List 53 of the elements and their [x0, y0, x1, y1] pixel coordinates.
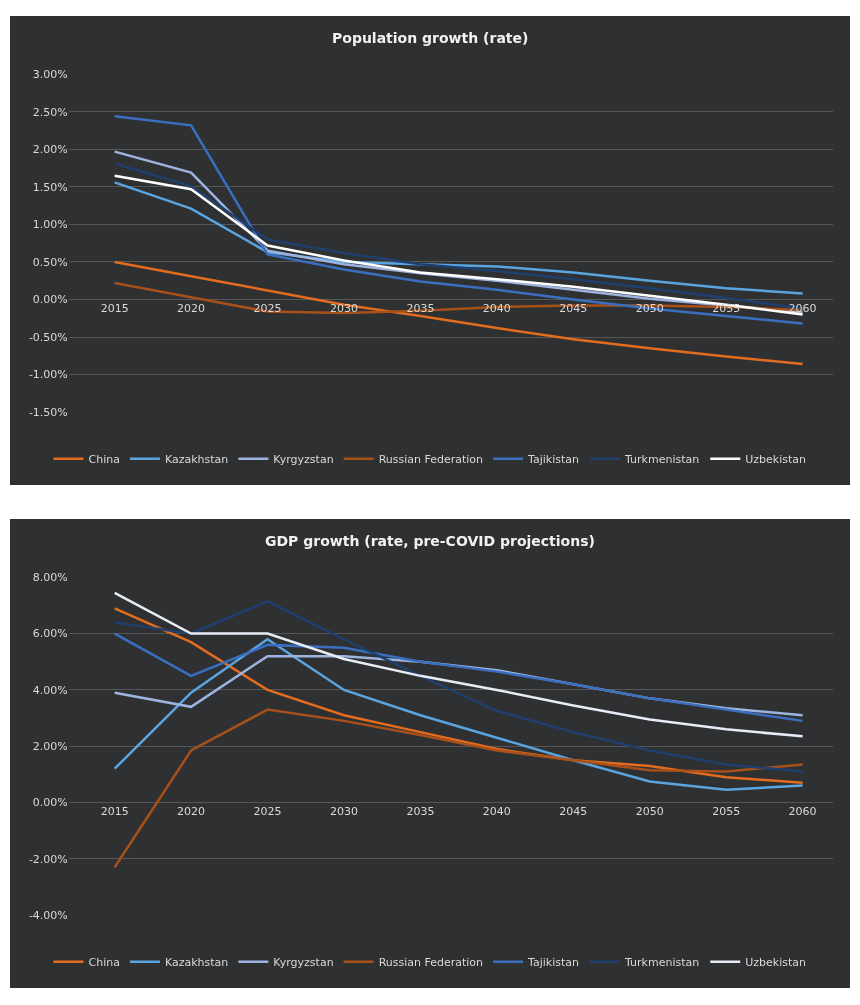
chart-title: Population growth (rate) [332, 30, 529, 46]
x-tick-label: 2020 [177, 804, 206, 818]
x-tick-label: 2060 [788, 804, 817, 818]
legend-label: Kyrgyzstan [273, 453, 334, 467]
legend-label: Kyrgyzstan [273, 956, 334, 970]
x-tick-label: 2015 [100, 301, 129, 315]
x-tick-label: 2030 [329, 804, 358, 818]
legend-label: China [88, 956, 120, 970]
y-tick-label: 4.00% [32, 683, 68, 697]
line-series [113, 591, 804, 738]
y-tick-label: 1.50% [32, 180, 68, 194]
legend-label: Turkmenistan [624, 956, 700, 970]
legend-label: Russian Federation [378, 956, 484, 970]
legend-label: Uzbekistan [745, 453, 807, 467]
y-tick-label: -4.00% [28, 908, 68, 922]
y-tick-label: 0.50% [32, 255, 68, 269]
legend-label: Turkmenistan [624, 453, 700, 467]
chart-title: GDP growth (rate, pre-COVID projections) [265, 533, 595, 549]
x-tick-label: 2055 [712, 301, 741, 315]
x-tick-label: 2015 [100, 804, 129, 818]
line-series [113, 638, 804, 792]
x-tick-label: 2040 [482, 301, 511, 315]
y-tick-label: 2.00% [32, 740, 68, 754]
legend-label: Kazakhstan [164, 956, 229, 970]
y-tick-label: 2.50% [32, 105, 68, 119]
x-tick-label: 2040 [482, 804, 511, 818]
legend-label: Russian Federation [378, 453, 484, 467]
x-tick-label: 2060 [788, 301, 817, 315]
y-tick-label: 1.00% [32, 218, 68, 232]
legend-label: Uzbekistan [745, 956, 807, 970]
legend-label: China [88, 453, 120, 467]
x-tick-label: 2035 [406, 804, 435, 818]
y-tick-label: 3.00% [32, 68, 68, 82]
x-tick-label: 2025 [253, 301, 282, 315]
legend-label: Kazakhstan [164, 453, 229, 467]
x-tick-label: 2050 [635, 804, 664, 818]
y-tick-label: -2.00% [28, 852, 68, 866]
line-series [113, 632, 804, 723]
y-tick-label: 0.00% [32, 796, 68, 810]
x-tick-label: 2050 [635, 301, 664, 315]
y-tick-label: 2.00% [32, 143, 68, 157]
y-tick-label: -1.00% [28, 368, 68, 382]
x-tick-label: 2045 [559, 804, 588, 818]
legend-label: Tajikistan [527, 956, 580, 970]
y-tick-label: -1.50% [28, 405, 68, 419]
y-tick-label: -0.50% [28, 330, 68, 344]
y-tick-label: 0.00% [32, 293, 68, 307]
y-tick-label: 6.00% [32, 627, 68, 641]
legend-label: Tajikistan [527, 453, 580, 467]
x-tick-label: 2055 [712, 804, 741, 818]
x-tick-label: 2020 [177, 301, 206, 315]
x-tick-label: 2025 [253, 804, 282, 818]
y-tick-label: 8.00% [32, 571, 68, 585]
